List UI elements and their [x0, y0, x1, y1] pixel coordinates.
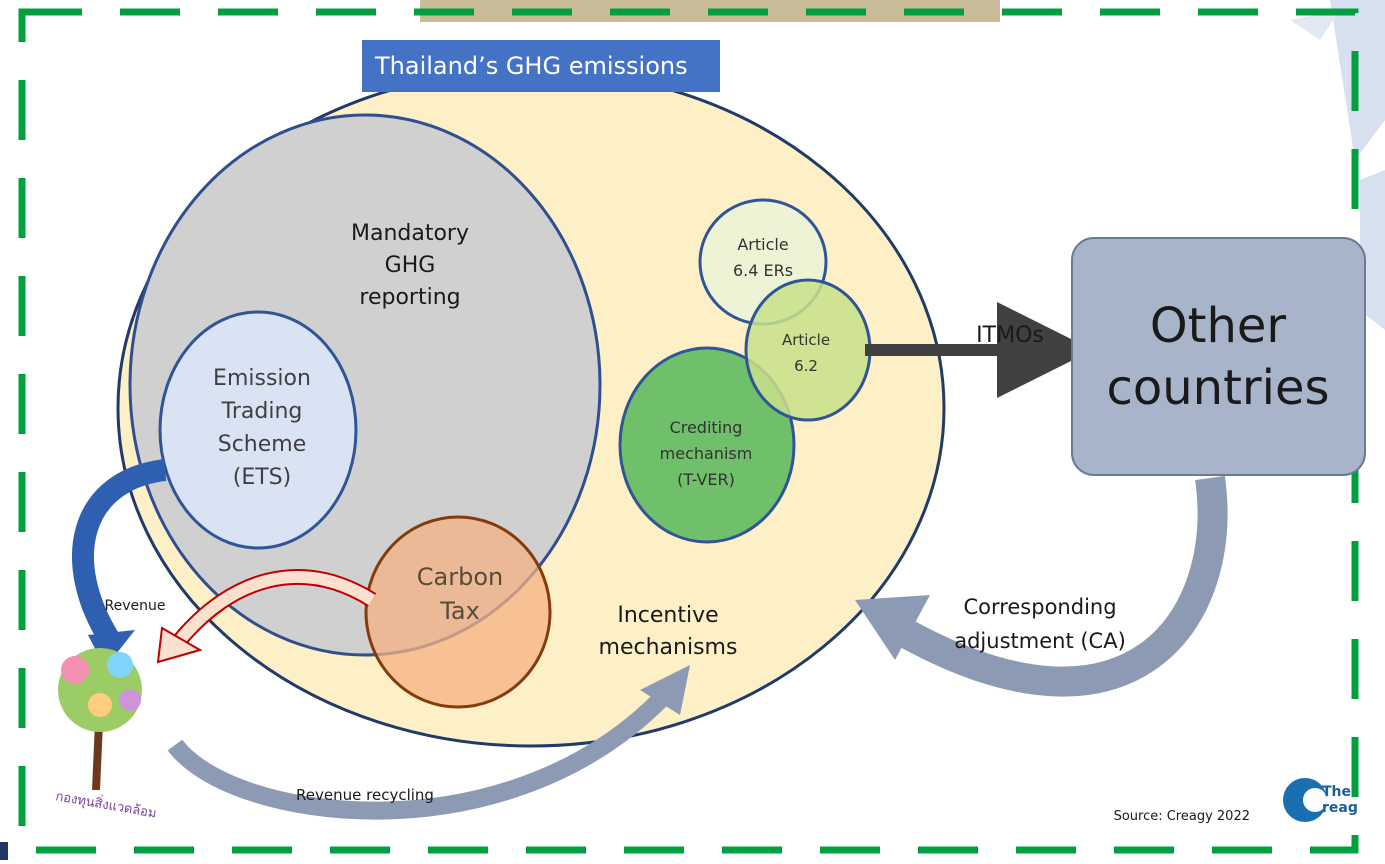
fund-tree	[58, 648, 142, 790]
other-countries-label: Other	[1150, 298, 1287, 354]
source: Source: Creagy 2022	[1114, 809, 1250, 824]
diagram: Thailand’s GHG emissions กองทุนสิ่งแวดล้…	[0, 0, 1385, 860]
ca-label: Corresponding	[963, 595, 1116, 619]
mandatory-label: Mandatory	[351, 221, 469, 246]
article-62-label: 6.2	[794, 357, 818, 375]
article-62-circle	[746, 280, 870, 420]
title: Thailand’s GHG emissions	[374, 52, 688, 80]
logo-text: The	[1322, 784, 1351, 800]
ets-label: Emission	[213, 366, 311, 391]
article-62-label: Article	[782, 331, 830, 349]
itmos-label: ITMOs	[976, 323, 1044, 348]
crediting-label: (T-VER)	[677, 470, 735, 489]
recycling-label: Revenue recycling	[296, 786, 434, 804]
mandatory-label: reporting	[359, 285, 460, 310]
other-countries-label: countries	[1106, 360, 1329, 416]
incentive-label: Incentive	[617, 603, 718, 628]
logo-text: reag	[1322, 800, 1358, 816]
ets-label: Scheme	[218, 432, 307, 457]
crediting-label: mechanism	[660, 444, 753, 463]
ets-label: Trading	[221, 399, 303, 424]
carbon-tax-label: Tax	[439, 597, 480, 625]
carbon-tax-label: Carbon	[417, 563, 503, 591]
ets-circle	[160, 312, 356, 548]
article-64-label: Article	[737, 235, 788, 254]
logo	[1283, 778, 1327, 822]
other-countries-box	[1072, 238, 1365, 475]
crediting-label: Crediting	[670, 418, 743, 437]
ets-label: (ETS)	[233, 465, 291, 490]
incentive-label: mechanisms	[599, 635, 738, 660]
fund-label: กองทุนสิ่งแวดล้อม	[54, 787, 158, 821]
mandatory-label: GHG	[385, 253, 436, 278]
article-64-label: 6.4 ERs	[733, 261, 793, 280]
revenue-label: Revenue	[105, 598, 166, 614]
ca-label: adjustment (CA)	[954, 629, 1126, 653]
